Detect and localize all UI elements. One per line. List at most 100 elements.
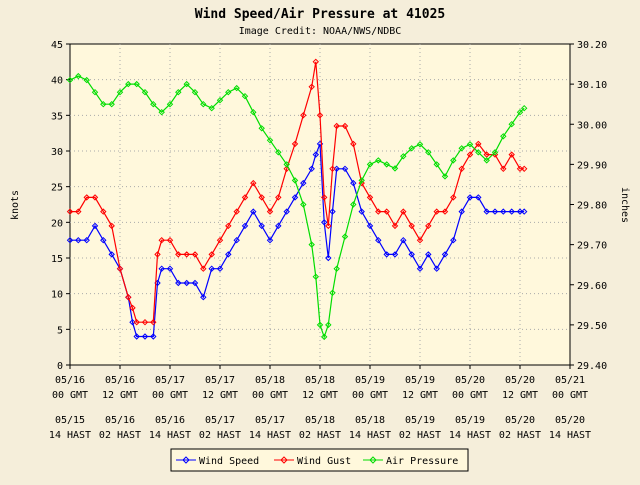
data-point-air-pressure bbox=[208, 104, 215, 112]
series-line-wind-speed bbox=[70, 143, 525, 338]
legend-wind-gust-label: Wind Gust bbox=[297, 456, 351, 467]
data-point-wind-speed bbox=[450, 236, 457, 244]
data-point-wind-speed bbox=[425, 251, 432, 258]
data-point-wind-speed bbox=[391, 251, 399, 258]
y-tick-right-label: 29.50 bbox=[577, 321, 607, 332]
data-point-air-pressure bbox=[241, 92, 249, 100]
data-point-wind-speed bbox=[191, 279, 199, 287]
x-tick-label: 05/16 bbox=[105, 375, 135, 386]
x-tick-label: 05/17 bbox=[255, 415, 285, 426]
data-point-air-pressure bbox=[216, 96, 224, 104]
x-tick-label: 05/21 bbox=[555, 375, 585, 386]
x-tick-label: 12 GMT bbox=[102, 390, 138, 401]
data-point-wind-gust bbox=[320, 194, 328, 201]
data-point-wind-speed bbox=[129, 318, 136, 326]
data-point-wind-gust bbox=[75, 208, 82, 215]
data-point-air-pressure bbox=[520, 104, 528, 112]
data-point-wind-speed bbox=[483, 208, 490, 215]
data-point-air-pressure bbox=[308, 241, 315, 248]
x-tick-label: 12 GMT bbox=[402, 390, 438, 401]
x-tick-label: 14 HAST bbox=[349, 430, 391, 441]
data-point-air-pressure bbox=[491, 149, 499, 156]
data-point-wind-speed bbox=[166, 265, 174, 272]
y-tick-right-label: 30.20 bbox=[577, 40, 607, 51]
data-point-air-pressure bbox=[450, 157, 457, 164]
legend-box bbox=[170, 448, 469, 472]
legend-air-pressure-marker bbox=[369, 456, 377, 464]
x-tick-label: 14 HAST bbox=[149, 430, 191, 441]
data-point-wind-gust bbox=[441, 208, 449, 215]
data-point-wind-speed bbox=[241, 222, 249, 230]
data-point-air-pressure bbox=[333, 265, 340, 272]
data-point-wind-speed bbox=[133, 333, 140, 340]
y-axis-right-label: inches bbox=[619, 187, 630, 223]
x-tick-label: 02 HAST bbox=[199, 430, 241, 441]
x-tick-label: 14 HAST bbox=[49, 430, 91, 441]
data-point-wind-speed bbox=[275, 222, 282, 230]
data-point-wind-speed bbox=[441, 251, 449, 258]
data-point-air-pressure bbox=[383, 161, 390, 168]
y-tick-left-label: 0 bbox=[57, 361, 63, 372]
data-point-air-pressure bbox=[329, 289, 336, 297]
data-point-wind-speed bbox=[358, 208, 365, 215]
data-point-air-pressure bbox=[312, 273, 320, 280]
x-tick-label: 05/17 bbox=[205, 375, 235, 386]
data-point-wind-gust bbox=[408, 222, 415, 230]
data-point-wind-gust bbox=[291, 140, 299, 148]
data-point-wind-gust bbox=[458, 165, 465, 173]
data-point-air-pressure bbox=[425, 149, 432, 156]
data-point-air-pressure bbox=[320, 333, 328, 341]
data-point-wind-speed bbox=[75, 236, 82, 244]
series-wind-speed bbox=[66, 140, 528, 340]
x-tick-label: 02 HAST bbox=[99, 430, 141, 441]
data-point-air-pressure bbox=[291, 177, 299, 184]
data-point-wind-speed bbox=[108, 251, 115, 258]
data-point-wind-gust bbox=[400, 208, 407, 215]
series-wind-gust bbox=[66, 58, 528, 326]
x-tick-label: 00 GMT bbox=[152, 390, 188, 401]
data-point-wind-gust bbox=[300, 112, 307, 119]
data-point-wind-gust bbox=[250, 179, 257, 187]
data-point-air-pressure bbox=[75, 72, 82, 80]
data-point-air-pressure bbox=[483, 157, 490, 164]
data-point-wind-speed bbox=[520, 208, 528, 215]
data-point-wind-gust bbox=[183, 251, 190, 258]
data-point-air-pressure bbox=[500, 133, 507, 140]
data-point-wind-gust bbox=[520, 165, 528, 173]
y-tick-right-label: 29.60 bbox=[577, 281, 607, 292]
data-point-wind-gust bbox=[154, 251, 161, 258]
data-point-wind-speed bbox=[308, 165, 315, 173]
data-point-air-pressure bbox=[508, 120, 515, 128]
data-point-air-pressure bbox=[166, 100, 174, 108]
x-axis-ticks: 05/16 00 GMT 05/15 14 HAST 05/16 12 GMT 05/16 0… bbox=[49, 365, 591, 441]
series-line-air-pressure bbox=[69, 75, 525, 339]
data-point-air-pressure bbox=[416, 141, 424, 148]
data-point-air-pressure bbox=[150, 100, 157, 108]
data-point-air-pressure bbox=[225, 88, 232, 96]
x-tick-label: 05/19 bbox=[405, 415, 435, 426]
data-point-wind-speed bbox=[516, 208, 524, 215]
y-tick-left-label: 20 bbox=[51, 218, 63, 229]
data-point-air-pressure bbox=[441, 173, 449, 180]
data-point-wind-gust bbox=[141, 318, 149, 326]
data-point-wind-gust bbox=[166, 236, 174, 244]
x-tick-label: 00 GMT bbox=[452, 390, 488, 401]
data-point-wind-speed bbox=[325, 254, 332, 262]
data-point-wind-speed bbox=[416, 265, 424, 272]
data-point-air-pressure bbox=[325, 321, 332, 329]
data-point-wind-speed bbox=[258, 222, 265, 230]
data-point-wind-speed bbox=[300, 179, 307, 187]
data-point-air-pressure bbox=[83, 76, 90, 84]
y-tick-left-label: 10 bbox=[51, 290, 63, 301]
data-point-wind-speed bbox=[508, 208, 515, 215]
data-point-wind-gust bbox=[116, 265, 124, 272]
data-point-wind-gust bbox=[358, 179, 365, 187]
data-point-wind-speed bbox=[250, 208, 257, 215]
data-point-air-pressure bbox=[100, 100, 107, 108]
x-tick-label: 05/16 bbox=[105, 415, 135, 426]
data-point-wind-gust bbox=[466, 151, 474, 158]
data-point-wind-gust bbox=[216, 236, 224, 244]
data-point-air-pressure bbox=[233, 84, 240, 92]
data-point-wind-gust bbox=[329, 165, 336, 173]
